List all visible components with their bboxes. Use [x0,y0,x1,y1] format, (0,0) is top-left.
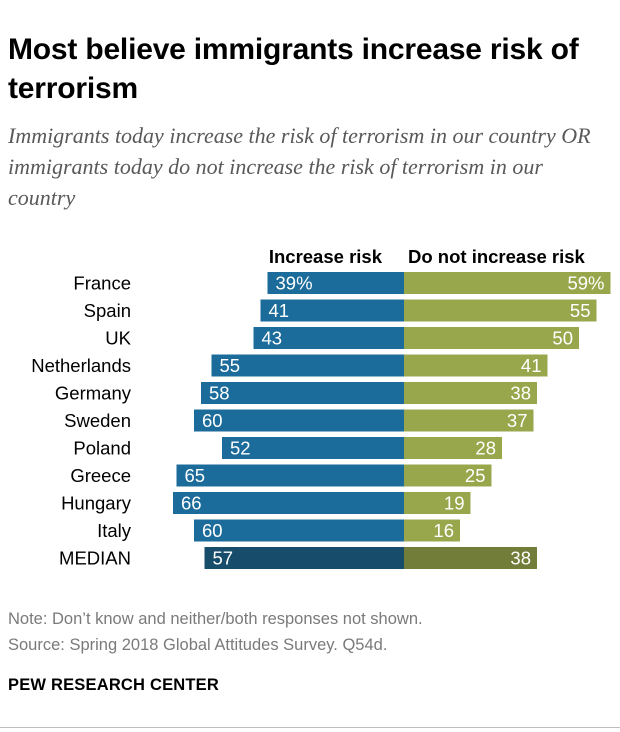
value-label-not-increase-netherlands: 41 [521,355,542,376]
value-label-increase-sweden: 60 [202,410,223,431]
value-label-increase-spain: 41 [269,300,290,321]
bar-increase-spain [260,299,404,322]
category-label-poland: Poland [73,438,131,459]
bar-increase-germany [201,382,404,404]
value-label-not-increase-spain: 55 [570,300,591,321]
category-label-uk: UK [105,328,131,349]
category-label-italy: Italy [97,520,132,541]
value-label-increase-germany: 58 [209,383,230,404]
category-label-france: France [73,273,131,294]
bar-increase-netherlands [211,354,404,377]
value-label-not-increase-germany: 38 [510,383,531,404]
bar-increase-uk [253,327,404,349]
value-label-increase-italy: 60 [202,520,223,541]
bar-increase-greece [176,464,404,487]
bar-not-increase-france [404,272,611,294]
value-label-increase-netherlands: 55 [220,355,241,376]
bar-not-increase-italy [404,519,460,542]
bar-increase-poland [222,437,404,459]
category-label-hungary: Hungary [61,493,132,514]
bar-increase-sweden [194,409,404,432]
note-text: Note: Don’t know and neither/both respon… [8,610,423,628]
value-label-not-increase-sweden: 37 [507,410,528,431]
bar-not-increase-netherlands [404,354,548,377]
bar-increase-italy [194,519,404,542]
bar-not-increase-median [404,547,537,569]
bar-increase-france [267,272,404,294]
chart-subtitle: Immigrants today increase the risk of te… [8,123,591,210]
bottom-divider [0,727,620,728]
bar-increase-hungary [173,492,404,514]
legend-increase-risk: Increase risk [269,246,383,267]
bar-not-increase-uk [404,327,579,349]
value-label-not-increase-greece: 25 [465,465,486,486]
value-label-increase-median: 57 [213,548,234,569]
value-label-increase-france: 39% [276,273,313,294]
bar-not-increase-spain [404,299,597,322]
org-name: PEW RESEARCH CENTER [8,676,219,694]
value-label-increase-uk: 43 [262,328,283,349]
bar-not-increase-poland [404,437,502,459]
value-label-not-increase-france: 59% [567,273,604,294]
value-label-not-increase-uk: 50 [552,328,573,349]
legend-do-not-increase-risk: Do not increase risk [408,246,586,267]
diverging-bar-chart: Increase risk Do not increase risk France 3… [31,246,611,569]
bar-increase-median [204,547,404,569]
category-label-netherlands: Netherlands [31,355,131,376]
value-label-increase-hungary: 66 [181,493,202,514]
category-label-greece: Greece [70,465,131,486]
value-label-increase-greece: 65 [185,465,206,486]
value-label-not-increase-hungary: 19 [444,493,465,514]
category-label-sweden: Sweden [64,410,131,431]
value-label-not-increase-median: 38 [510,548,531,569]
value-label-not-increase-italy: 16 [433,520,454,541]
category-label-median: MEDIAN [59,548,131,569]
bar-not-increase-germany [404,382,537,404]
value-label-increase-poland: 52 [230,438,251,459]
chart-title: Most believe immigrants increase risk of… [8,33,579,105]
bar-not-increase-sweden [404,409,534,432]
bar-not-increase-hungary [404,492,471,514]
bar-not-increase-greece [404,464,492,487]
category-label-germany: Germany [55,383,132,404]
chart-notes: Note: Don’t know and neither/both respon… [8,606,608,658]
source-text: Source: Spring 2018 Global Attitudes Sur… [8,636,388,654]
value-label-not-increase-poland: 28 [475,438,496,459]
category-label-spain: Spain [84,300,131,321]
